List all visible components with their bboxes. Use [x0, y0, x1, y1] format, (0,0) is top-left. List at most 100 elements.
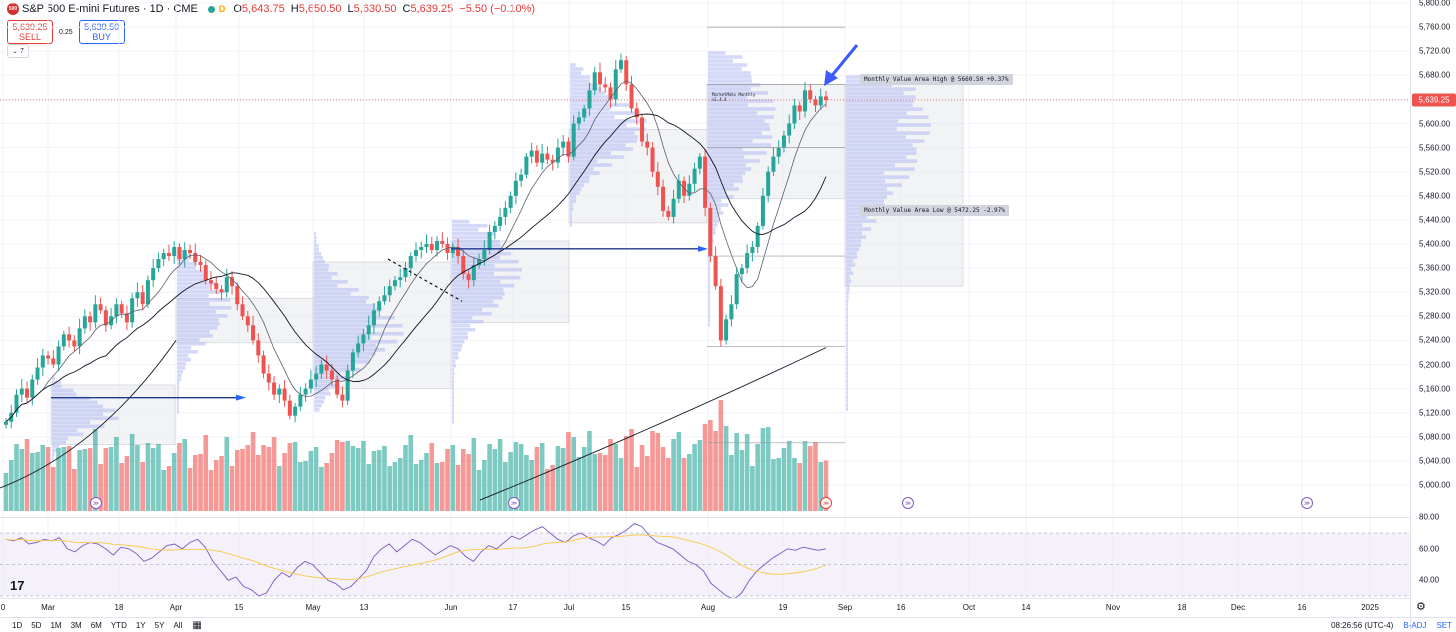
candle-body [724, 319, 729, 341]
profile-bar [314, 355, 370, 360]
candle-body [718, 286, 723, 341]
profile-bar [177, 262, 198, 266]
profile-bar [177, 314, 228, 318]
volume-bar [166, 466, 172, 511]
volume-bar [161, 470, 166, 511]
volume-bar [760, 428, 766, 511]
range-1d[interactable]: 1D [12, 620, 23, 630]
event-marker-1[interactable]: ≫ [90, 497, 102, 509]
profile-bar [52, 444, 60, 449]
profile-bar [846, 407, 848, 411]
candle-body [813, 99, 818, 106]
profile-bar [846, 259, 854, 263]
candle-body [303, 388, 308, 395]
profile-bar [570, 203, 573, 207]
volume-bar [781, 448, 787, 511]
annotation-arrowhead-icon [824, 70, 838, 86]
tradingview-logo[interactable]: 17 [10, 578, 25, 593]
event-marker-2[interactable]: ≫ [508, 497, 520, 509]
date-range-calendar-icon[interactable]: ▦ [192, 619, 202, 631]
volume-bar [392, 462, 398, 511]
volume-bar [629, 429, 634, 511]
candle-body [440, 240, 445, 244]
volume-bar [66, 446, 72, 511]
time-axis[interactable]: 0 Mar 18 Apr 15 May 13 Jun 17 Jul 15 Aug 19 Sep 16 Oct 1… [0, 598, 1410, 617]
back-adjust-toggle[interactable]: B-ADJ [1403, 620, 1427, 630]
profile-bar [570, 195, 576, 199]
candle-body [298, 394, 303, 407]
profile-bar [452, 291, 505, 296]
range-ytd[interactable]: YTD [110, 620, 127, 630]
profile-bar [846, 215, 868, 219]
profile-bar [708, 223, 718, 227]
delayed-badge[interactable]: D [218, 4, 226, 14]
profile-bar [708, 59, 734, 63]
profile-bar [452, 335, 469, 340]
candle-body [4, 421, 8, 425]
range-6m[interactable]: 6M [90, 620, 102, 630]
range-5y[interactable]: 5Y [154, 620, 165, 630]
rsi-ma-line [5, 534, 827, 581]
price-axis-label: 5,080.00 [1419, 432, 1451, 442]
price-axis-label: 5,600.00 [1419, 119, 1451, 128]
profile-bar [708, 163, 746, 167]
profile-bar [452, 299, 494, 304]
profile-bar [452, 327, 476, 332]
candle-body [466, 274, 471, 281]
profile-bar [708, 111, 758, 115]
range-3m[interactable]: 3M [70, 620, 82, 630]
candle-body [445, 244, 450, 254]
range-1m[interactable]: 1M [50, 620, 62, 630]
pane-separator[interactable] [0, 517, 1410, 518]
profile-bar [177, 298, 231, 302]
profile-bar [314, 387, 329, 392]
candle-body [650, 147, 655, 172]
candle-body [408, 256, 413, 269]
volume-bar [755, 444, 760, 511]
profile-bar [177, 374, 182, 378]
candle-body [345, 370, 350, 401]
event-marker-3[interactable]: ≫ [820, 497, 832, 509]
profile-bar [52, 376, 55, 381]
profile-bar [846, 375, 848, 379]
profile-bar [846, 111, 907, 115]
profile-bar [570, 67, 584, 71]
profile-bar [708, 159, 760, 163]
profile-bar [846, 123, 931, 127]
settlement-toggle[interactable]: SET [1436, 620, 1452, 630]
price-axis[interactable]: 5,800.005,760.005,720.005,680.005,640.00… [1410, 0, 1456, 631]
candle-body [403, 268, 408, 278]
profile-bar [452, 259, 519, 264]
symbol-title[interactable]: S&P 500 E-mini Futures · 1D · CME [22, 3, 198, 15]
volume-bar [786, 441, 792, 511]
profile-bar [708, 255, 711, 259]
volume-bar [256, 455, 261, 511]
profile-bar [846, 179, 886, 183]
profile-bar [846, 263, 856, 267]
range-all[interactable]: All [173, 620, 183, 630]
profile-bar [846, 379, 848, 383]
profile-bar [314, 335, 372, 340]
profile-bar [452, 415, 454, 420]
candle-body [98, 304, 103, 311]
profile-bar [846, 299, 849, 303]
profile-bar [452, 275, 521, 280]
profile-bar [452, 399, 454, 404]
range-5d[interactable]: 5D [31, 620, 42, 630]
profile-bar [846, 191, 894, 195]
range-1y[interactable]: 1Y [135, 620, 146, 630]
profile-bar [846, 251, 857, 255]
symbol-logo-icon: 500 [7, 3, 19, 15]
clock[interactable]: 08:26:56 (UTC-4) [1331, 620, 1394, 630]
candle-body [82, 316, 87, 329]
volume-bar [350, 446, 356, 511]
profile-bar [314, 267, 329, 272]
profile-bar [177, 390, 179, 394]
candle-body [503, 207, 508, 217]
settings-gear-icon[interactable]: ⚙ [1416, 601, 1426, 613]
event-marker-5[interactable]: ≫ [1301, 497, 1313, 509]
profile-bar [846, 131, 930, 135]
candle-body [545, 153, 550, 160]
event-marker-4[interactable]: ≫ [902, 497, 914, 509]
price-chart[interactable] [0, 0, 1410, 598]
